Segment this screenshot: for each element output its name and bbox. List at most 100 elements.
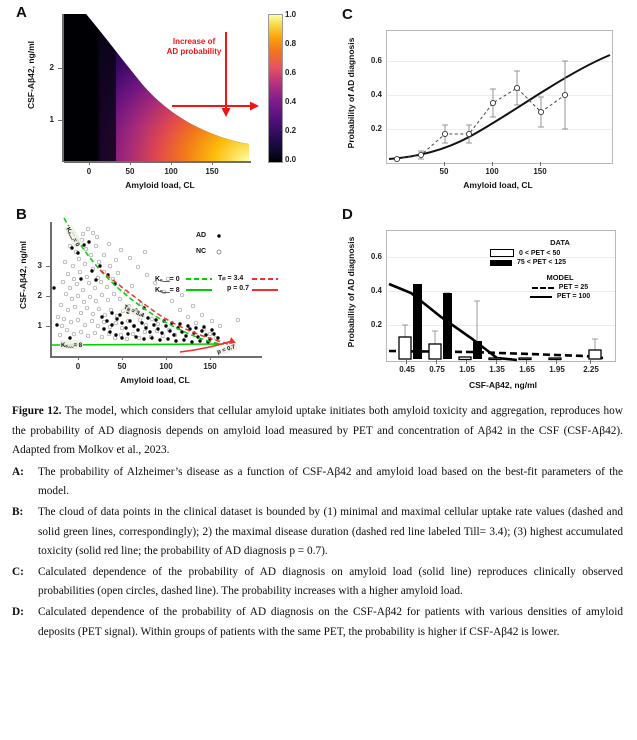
panel-a-xtick [89, 161, 90, 165]
bars-pet-75-125 [413, 284, 512, 360]
caption-item-c: C: Calculated dependence of the probabil… [12, 563, 623, 602]
panel-b-xtick [210, 356, 211, 360]
legend-model-title: MODEL [546, 273, 574, 282]
legend-ke8-label: Kₑ﹏= 8 [155, 287, 180, 294]
panel-b-xticklabel: 100 [159, 362, 173, 371]
panel-c-xtick [444, 162, 445, 166]
legend-till-swatch [252, 278, 278, 280]
model-pet25 [388, 349, 604, 360]
panel-a-y-axis [62, 14, 64, 162]
panel-d-xticklabel: 1.05 [459, 365, 475, 374]
legend-model-item-0: PET = 25 [558, 284, 589, 291]
panel-a-ytick [58, 68, 62, 69]
panel-d-xtick [436, 360, 437, 364]
caption-main-text: The model, which considers that cellular… [12, 405, 623, 457]
observed-line [396, 87, 566, 160]
panel-d-xticklabel: 1.65 [519, 365, 535, 374]
panel-c-yaxis-title: Probability of AD diagnosis [346, 37, 356, 149]
legend-solid-bar-swatch [490, 259, 512, 266]
panel-a-xtick [212, 161, 213, 165]
panel-b-xtick [122, 356, 123, 360]
panel-b-ytick [46, 296, 50, 297]
panel-c-yticklabel: 0.6 [370, 56, 382, 65]
panel-b-plot-svg [51, 217, 241, 353]
caption-main-paragraph: Figure 12. The model, which considers th… [12, 402, 623, 461]
panel-c-gridline [387, 61, 612, 62]
legend-till-label: Tᵢₗₗ = 3.4 [218, 275, 244, 282]
colorbar-ticklabel: 0.2 [285, 126, 297, 135]
panel-d-xticklabel: 1.35 [489, 365, 505, 374]
legend-solid-line-swatch [529, 295, 552, 298]
curve-arrowhead [229, 337, 236, 344]
panel-a-plot-area [64, 14, 249, 161]
curve-till [99, 269, 234, 349]
caption-item-c-text: Calculated dependence of the probability… [38, 565, 623, 598]
panel-a-colorbar [268, 14, 283, 163]
bars-pet-0-50 [398, 336, 602, 361]
panel-b-x-axis [52, 356, 262, 358]
panel-d-gridline [387, 325, 615, 326]
panel-d-yticklabel: 0.4 [370, 286, 382, 295]
observed-markers [393, 84, 569, 163]
panel-a: A [0, 0, 320, 200]
panel-c-xtick [492, 162, 493, 166]
legend-data-title: DATA [550, 238, 570, 247]
panel-d-series-svg [388, 282, 604, 362]
colorbar-ticklabel: 0.8 [285, 39, 297, 48]
panel-a-yticklabel: 2 [49, 63, 54, 72]
colorbar-ticklabel: 0.6 [285, 68, 297, 77]
panel-d-plot-area [386, 230, 616, 362]
increase-annotation-line2: AD probability [166, 47, 222, 56]
panel-b-xticklabel: 150 [203, 362, 217, 371]
panel-a-xticklabel: 150 [205, 167, 219, 176]
panel-c-yticklabel: 0.2 [370, 124, 382, 133]
increase-annotation-line1: Increase of [172, 37, 216, 46]
panel-a-letter: A [16, 4, 27, 21]
colorbar-ticklabel: 0.4 [285, 97, 297, 106]
panel-d-xtick [590, 360, 591, 364]
panel-d: D [320, 200, 637, 400]
caption-item-a-key: A: [12, 465, 24, 478]
legend-model-item-1: PET = 100 [556, 293, 591, 300]
heatmap-svg [64, 14, 249, 161]
panel-b-yaxis-title: CSF-Aβ42, ng/ml [18, 241, 28, 309]
legend-ke8-swatch [186, 289, 212, 291]
legend-ad-label: AD [196, 232, 207, 239]
panel-d-xticklabel: 0.75 [429, 365, 445, 374]
panel-c-yticklabel: 0.4 [370, 90, 382, 99]
panel-d-yticklabel: 0.6 [370, 252, 382, 261]
increase-arrows [172, 32, 259, 117]
panel-d-xtick [466, 360, 467, 364]
panel-c-xaxis-title: Amyloid load, CL [463, 180, 533, 190]
legend-data-item-0: 0 < PET < 50 [519, 249, 561, 257]
legend-dashed-line-swatch [531, 286, 554, 289]
caption-item-c-key: C: [12, 565, 24, 578]
caption-item-a: A: The probability of Alzheimer’s diseas… [12, 463, 623, 502]
panel-b: B [0, 200, 320, 400]
panel-a-yticklabel: 1 [49, 115, 54, 124]
panel-c-gridline [387, 95, 612, 96]
panel-b-yticklabel: 3 [37, 261, 42, 270]
panel-c-xticklabel: 150 [533, 167, 547, 176]
legend-ke0-label: Kₑ﹏= 0 [155, 276, 180, 283]
panel-a-ytick [58, 120, 62, 121]
panel-d-legend: DATA 0 < PET < 50 75 < PET < 125 MODEL P… [490, 238, 630, 300]
caption-item-b: B: The cloud of data points in the clini… [12, 503, 623, 562]
legend-nc-label: NC [196, 248, 207, 255]
legend-p07-label: p = 0.7 [227, 285, 249, 292]
legend-nc-marker [216, 249, 222, 255]
model-curve [388, 54, 611, 160]
caption-item-d-text: Calculated dependence of the probability… [38, 605, 623, 638]
panel-d-xticklabel: 0.45 [399, 365, 415, 374]
panel-a-xaxis-title: Amyloid load, CL [125, 180, 195, 190]
legend-ke0-swatch [186, 278, 212, 280]
panel-b-yticklabel: 1 [37, 321, 42, 330]
caption-item-b-key: B: [12, 505, 24, 518]
panel-a-xticklabel: 100 [164, 167, 178, 176]
panel-d-xtick [406, 360, 407, 364]
inplot-label-ke8: Kₑ﹏= 8 [60, 340, 84, 349]
figure-panels: A [0, 0, 637, 400]
panel-c: C [320, 0, 637, 200]
caption-item-a-text: The probability of Alzheimer’s disease a… [38, 465, 623, 498]
